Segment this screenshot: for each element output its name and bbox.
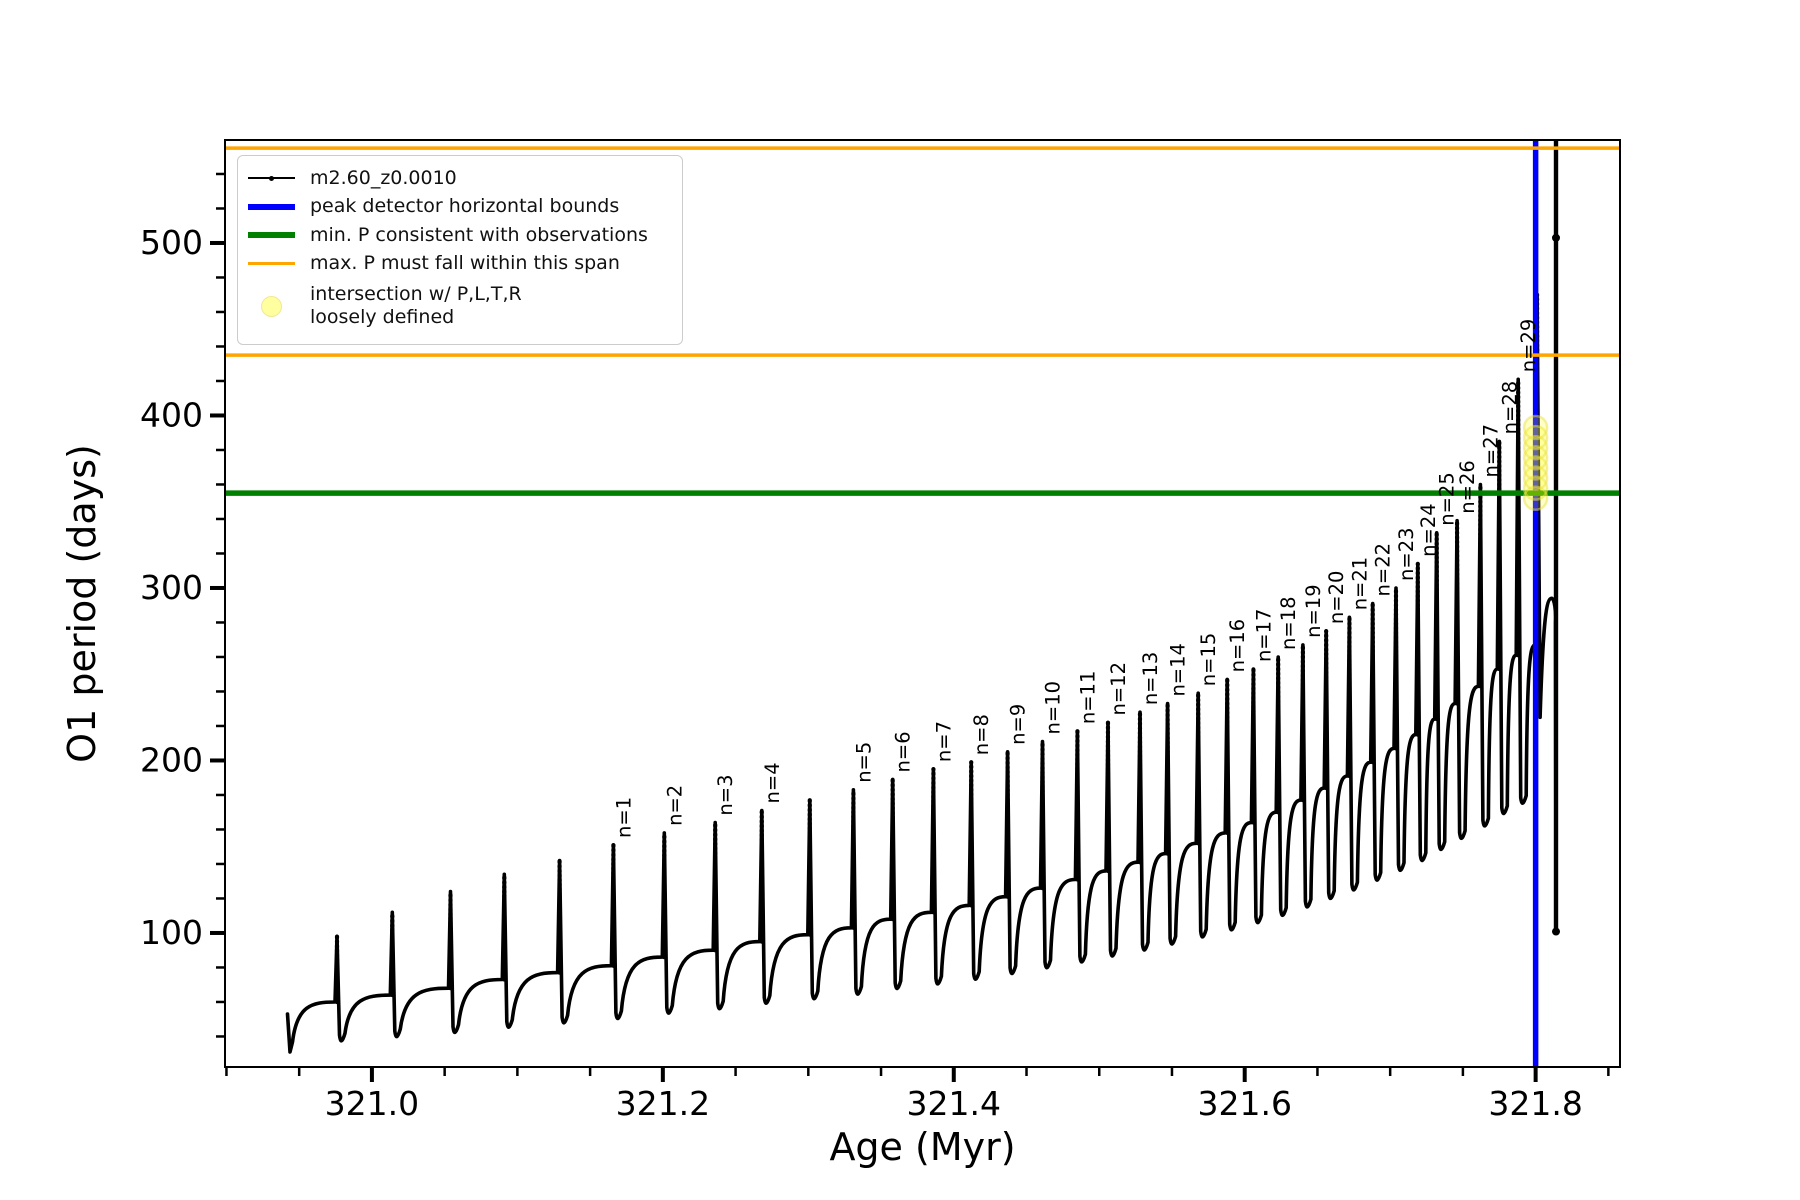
- axes-spines: [224, 139, 1621, 1068]
- legend-label: peak detector horizontal bounds: [310, 195, 620, 218]
- peak-label-n-28: n=28: [1498, 381, 1521, 435]
- peak-label-n-5: n=5: [852, 742, 875, 783]
- peak-label-n-20: n=20: [1325, 571, 1348, 625]
- legend-line-swatch: [248, 203, 295, 210]
- peak-label-n-6: n=6: [892, 731, 915, 772]
- x-tick-label: 321.6: [1197, 1084, 1291, 1123]
- intersection-marker: [1522, 485, 1549, 512]
- peak-label-n-22: n=22: [1372, 543, 1395, 597]
- x-tick-label: 321.8: [1488, 1084, 1582, 1123]
- intersection-marker: [1522, 424, 1549, 451]
- legend-entry-3: max. P must fall within this span: [248, 250, 670, 279]
- peak-label-n-2: n=2: [663, 785, 686, 826]
- peak-label-n-10: n=10: [1042, 681, 1065, 735]
- peak-label-n-7: n=7: [932, 721, 955, 762]
- peak-label-n-1: n=1: [612, 797, 635, 838]
- peak-label-n-4: n=4: [761, 762, 784, 803]
- peak-label-n-12: n=12: [1107, 662, 1130, 716]
- intersection-marker: [1522, 445, 1549, 471]
- peak-label-n-21: n=21: [1348, 557, 1371, 611]
- peak-label-n-18: n=18: [1277, 596, 1300, 650]
- legend-label: intersection w/ P,L,T,R loosely defined: [310, 282, 522, 328]
- legend-entry-0: m2.60_z0.0010: [248, 164, 670, 193]
- peak-label-n-3: n=3: [714, 774, 737, 815]
- peak-label-n-8: n=8: [970, 714, 993, 755]
- intersection-marker: [1522, 414, 1549, 441]
- x-tick-label: 321.2: [616, 1084, 710, 1123]
- final-pulse-bottom-datapoint: [1551, 927, 1560, 936]
- intersection-marker: [1522, 455, 1549, 481]
- peak-label-n-13: n=13: [1139, 652, 1162, 706]
- peak-label-n-11: n=11: [1076, 671, 1099, 725]
- x-tick-label: 321.0: [325, 1084, 419, 1123]
- peak-label-n-26: n=26: [1456, 460, 1479, 514]
- peak-label-n-23: n=23: [1395, 527, 1418, 581]
- peak-label-n-24: n=24: [1417, 503, 1440, 557]
- intersection-marker: [1522, 475, 1549, 501]
- peak-label-n-29: n=29: [1517, 319, 1540, 373]
- y-axis-label: O1 period (days): [60, 444, 104, 763]
- y-tick-label: 200: [140, 740, 203, 779]
- legend-entry-1: peak detector horizontal bounds: [248, 193, 670, 222]
- peak-label-n-27: n=27: [1479, 424, 1502, 478]
- series-curve: [285, 292, 1558, 1054]
- y-tick-label: 300: [140, 568, 203, 607]
- x-axis-label: Age (Myr): [829, 1125, 1015, 1169]
- peak-label-n-19: n=19: [1302, 584, 1325, 638]
- peak-label-n-17: n=17: [1252, 609, 1275, 663]
- peak-label-n-25: n=25: [1436, 472, 1459, 526]
- legend-line-swatch: [248, 175, 295, 181]
- y-tick-label: 100: [140, 913, 203, 952]
- intersection-marker-icon: [248, 295, 295, 317]
- y-tick-label: 400: [140, 395, 203, 434]
- y-tick-label: 500: [140, 223, 203, 262]
- legend-label: m2.60_z0.0010: [310, 166, 457, 189]
- intersection-marker: [1522, 435, 1549, 461]
- legend-entry-2: min. P consistent with observations: [248, 221, 670, 250]
- legend-line-swatch: [248, 232, 295, 239]
- intersection-marker: [1522, 465, 1549, 491]
- peak-label-n-16: n=16: [1226, 619, 1249, 673]
- x-tick-label: 321.4: [907, 1084, 1001, 1123]
- peak-label-n-9: n=9: [1007, 704, 1030, 745]
- peak-label-n-14: n=14: [1167, 643, 1190, 697]
- legend-label: min. P consistent with observations: [310, 223, 648, 246]
- final-pulse-datapoint: [1551, 233, 1560, 242]
- legend-line-swatch: [248, 262, 295, 266]
- legend-label: max. P must fall within this span: [310, 252, 620, 275]
- legend-entry-4: intersection w/ P,L,T,R loosely defined: [248, 278, 670, 334]
- peak-label-n-15: n=15: [1197, 633, 1220, 687]
